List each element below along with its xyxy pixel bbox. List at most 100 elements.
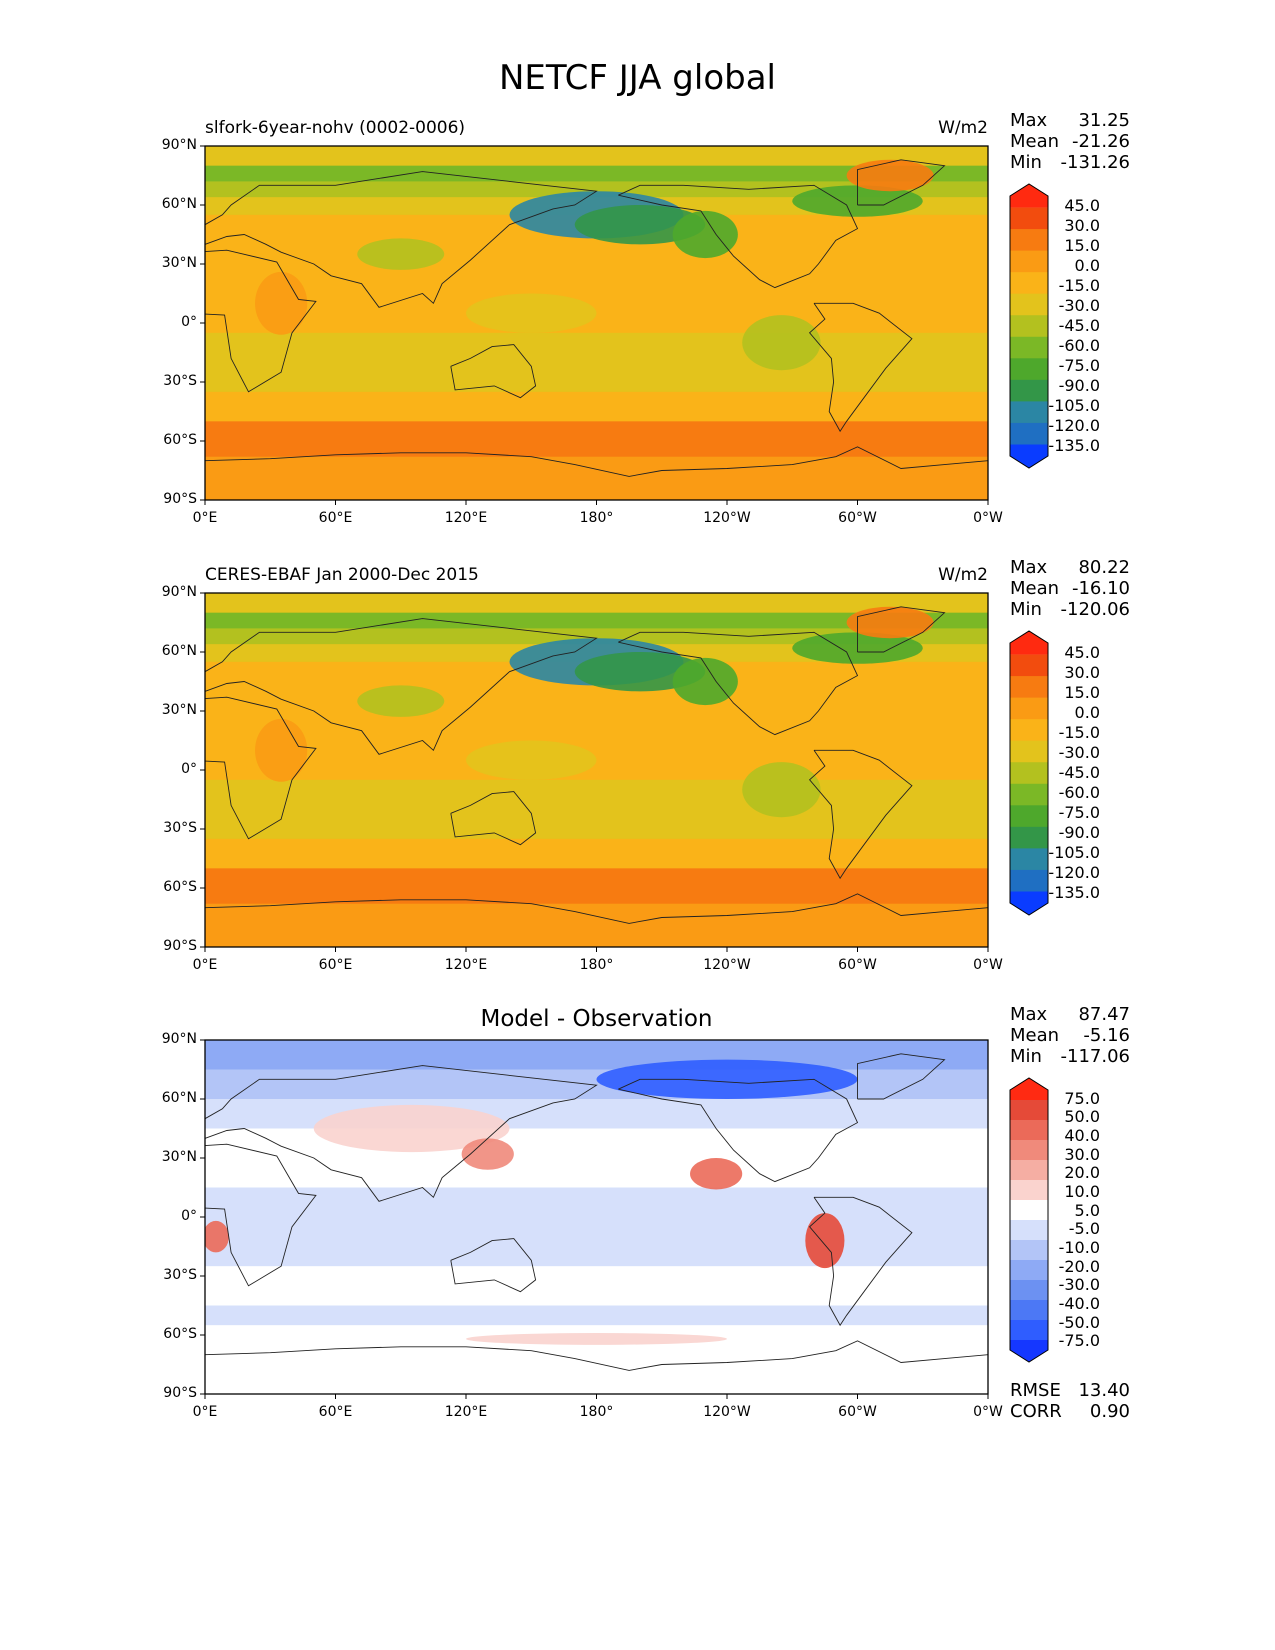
colorbar-segment [1010,1100,1048,1121]
colorbar-segment [1010,1180,1048,1201]
colorbar [1009,630,1049,916]
colorbar-segment [1010,184,1048,208]
colorbar-label: -90.0 [1058,823,1100,842]
metric-label: RMSE [1010,1380,1061,1401]
colorbar-label: -60.0 [1058,336,1100,355]
y-tick-label: 90°S [163,1385,197,1401]
colorbar-label: -45.0 [1058,763,1100,782]
colorbar-label: 75.0 [1064,1088,1100,1108]
x-tick-label: 0°E [192,957,218,973]
stat-row: Max 87.47 [1010,1004,1130,1026]
field-band [205,593,988,614]
field-band [205,1069,988,1100]
field-blob [846,159,934,192]
y-tick-label: 60°N [161,196,197,212]
coastline [618,631,859,736]
stat-row: Min -131.26 [1010,152,1130,174]
colorbar-label: 50.0 [1064,1107,1100,1127]
colorbar-label: -90.0 [1058,376,1100,395]
map-svg [200,145,1049,505]
coastlines [205,159,988,477]
colorbar-segment [1010,676,1048,699]
field-blob [672,657,738,706]
coastlines [205,606,988,924]
map-field [205,1040,988,1394]
panel-units: W/m2 [938,118,988,138]
y-tick-label: 0° [181,314,197,330]
coastline [205,1340,988,1371]
field-blob [672,210,738,259]
field-blob [205,1220,229,1253]
colorbar-label: -10.0 [1058,1238,1100,1257]
colorbar-segment [1010,358,1048,381]
stat-label: Max [1010,557,1048,578]
coastline [450,791,537,846]
x-tick-label: 120°E [444,1404,488,1420]
colorbar-label: 40.0 [1064,1126,1100,1145]
colorbar-segment [1010,1320,1048,1341]
colorbar-segment [1010,631,1048,655]
field-band [205,165,988,182]
field-band [205,391,988,422]
field-band [205,681,988,781]
colorbar-label: -105.0 [1048,396,1100,415]
y-tick-label: 60°S [163,432,197,448]
colorbar-segment [1010,762,1048,785]
stat-row: Min -117.06 [1010,1046,1130,1068]
x-tick-label: 120°E [444,957,488,973]
field-blob [742,315,821,371]
colorbar-label: 20.0 [1064,1163,1100,1183]
stat-label: Mean [1010,1025,1060,1046]
y-tick-label: 0° [181,761,197,777]
colorbar-outline [1009,630,1049,916]
colorbar-segment [1010,1220,1048,1241]
colorbar-label: -105.0 [1048,843,1100,862]
colorbar-label: 0.0 [1074,256,1100,275]
colorbar-label: -75.0 [1058,356,1100,375]
x-tick-label: 0°W [973,957,1003,973]
field-band [205,181,988,198]
colorbar-label: -30.0 [1058,743,1100,762]
field-band [205,146,988,167]
colorbar-label: 10.0 [1064,1182,1100,1201]
stat-value: 87.47 [1078,1004,1130,1025]
field-blob [357,685,445,717]
map-field [205,146,988,500]
stat-label: Mean [1010,131,1060,152]
colorbar-label: -50.0 [1058,1312,1100,1332]
colorbar-label: 0.0 [1074,703,1100,722]
stats-block: Max 80.22 Mean -16.10 Min -120.06 [1010,557,1130,623]
field-band [205,1187,988,1267]
field-band [205,1266,988,1306]
coastline [205,1065,598,1202]
colorbar-segment [1010,891,1048,915]
metric-value: 13.40 [1078,1380,1130,1401]
stat-value: 31.25 [1078,110,1130,131]
colorbar-segment [1010,1260,1048,1281]
stat-value: -21.26 [1071,131,1130,152]
colorbar-label: 30.0 [1064,216,1100,235]
colorbar-segment [1010,1280,1048,1301]
colorbar-segment [1010,848,1048,871]
stats-block: Max 31.25 Mean -21.26 Min -131.26 [1010,110,1130,176]
y-tick-label: 60°N [161,1090,197,1106]
x-tick-label: 120°W [703,510,751,526]
stat-value: -131.26 [1060,152,1130,173]
x-tick-label: 60°E [318,957,353,973]
colorbar-segment [1010,1300,1048,1321]
field-blob [805,1213,845,1269]
x-tick-label: 180° [579,510,614,526]
coastline [205,249,317,393]
field-blob [466,293,597,333]
metrics-block: RMSE 13.40 CORR 0.90 [1010,1380,1130,1424]
coastline [808,1196,913,1327]
x-tick-label: 0°E [192,1404,218,1420]
colorbar-segment [1010,1140,1048,1161]
map-panel-1: 0°E 60°E 120°E 180° 120°W 60°W 0°W 90°N 60°N 30°N… [0,110,1275,580]
y-tick-label: 90°N [161,584,197,600]
colorbar-label: -75.0 [1058,803,1100,822]
field-band [205,838,988,869]
field-blob [690,1158,743,1190]
coastline [205,1143,317,1287]
colorbar-label: -45.0 [1058,316,1100,335]
